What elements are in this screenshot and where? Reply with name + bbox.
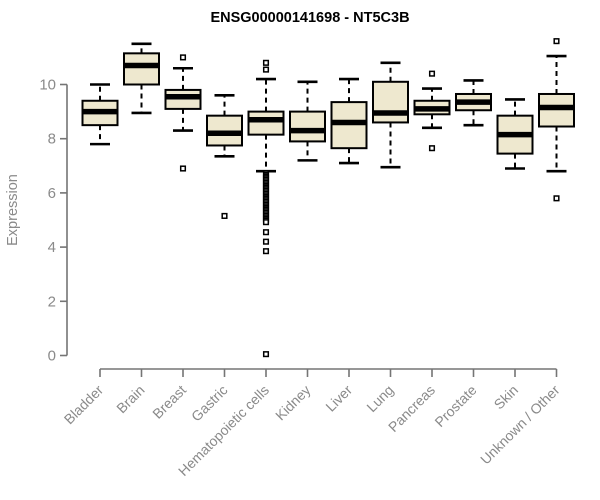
outlier-point [221,212,228,219]
outlier-point [428,70,436,77]
outlier-point [262,219,270,226]
boxplot-series [81,38,575,358]
chart-title: ENSG00000141698 - NT5C3B [210,10,409,26]
box-kidney [289,80,326,162]
x-category-label: Bladder [61,382,107,428]
outlier-point [428,145,436,152]
box-skin [496,98,534,170]
box-gastric [206,94,243,219]
x-category-label: Breast [149,382,189,422]
box-pancreas [413,70,451,152]
x-category-label: Brain [113,382,147,416]
box-lung [372,61,409,169]
outlier-point [179,54,187,61]
y-tick-label: 6 [48,185,56,202]
outlier-point [262,351,270,358]
y-tick-label: 4 [48,239,56,256]
box-bladder [81,83,119,146]
box-breast [164,54,202,172]
x-category-label: Unknown / Other [477,382,563,468]
y-tick-label: 10 [39,77,56,94]
iqr-box [247,110,285,136]
x-category-label: Skin [491,382,522,413]
outlier-point [553,38,560,45]
box-liver [330,77,368,165]
y-tick-label: 8 [48,131,56,148]
iqr-box [123,52,160,86]
outlier-point [553,195,560,202]
x-category-label: Prostate [431,382,479,430]
iqr-box [289,110,326,143]
box-prostate [455,79,492,127]
y-tick-label: 0 [48,348,56,365]
box-brain [123,42,160,115]
y-tick-label: 2 [48,293,56,310]
y-axis-label: Expression [5,174,21,246]
box-unknown-other [538,38,575,202]
x-category-label: Kidney [272,382,314,424]
x-category-label: Liver [322,382,355,415]
outlier-point [262,66,270,73]
x-category-label: Lung [363,382,396,415]
outlier-point [262,238,270,245]
iqr-box [372,80,409,124]
box-hematopoietic-cells [247,59,285,358]
outlier-point [262,59,270,66]
outlier-point [262,229,270,236]
outlier-point [179,165,187,172]
outlier-point [262,248,270,255]
